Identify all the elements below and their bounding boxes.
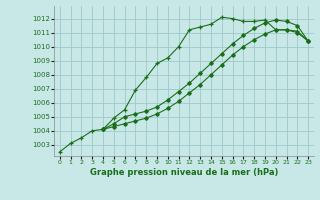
X-axis label: Graphe pression niveau de la mer (hPa): Graphe pression niveau de la mer (hPa): [90, 168, 278, 177]
